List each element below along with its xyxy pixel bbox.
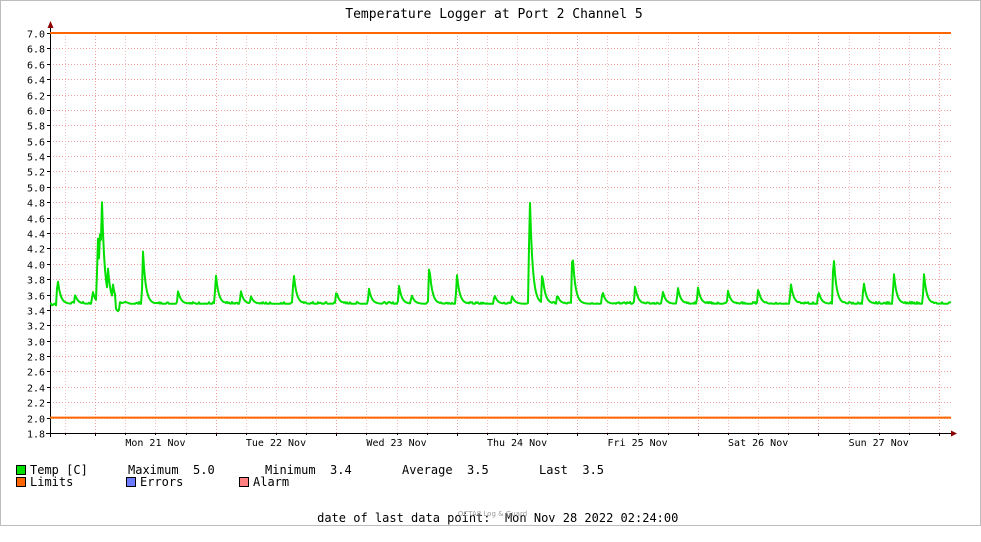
errors-swatch <box>126 477 136 487</box>
y-tick-label: 3.6 <box>27 292 45 303</box>
x-tick-label: Fri 25 Nov <box>607 438 667 449</box>
legend-row-status: Limits Errors Alarm <box>16 476 289 489</box>
last-label: Last <box>539 463 568 477</box>
y-tick-label: 6.0 <box>27 107 45 118</box>
y-tick-label: 4.2 <box>27 245 45 256</box>
legend-last: Last 3.5 <box>539 464 604 477</box>
legend-item-errors: Errors <box>126 476 183 489</box>
average-value: 3.5 <box>467 463 489 477</box>
chart-svg: Temperature Logger at Port 2 Channel 5 7… <box>27 7 957 449</box>
minimum-value: 3.4 <box>330 463 352 477</box>
x-tick-label: Sat 26 Nov <box>728 438 788 449</box>
average-label: Average <box>402 463 453 477</box>
y-tick-label: 2.2 <box>27 399 45 410</box>
x-tick-label: Wed 23 Nov <box>366 438 426 449</box>
y-tick-label: 4.4 <box>27 230 45 241</box>
legend-item-limits: Limits <box>16 476 73 489</box>
legend-minimum: Minimum 3.4 <box>265 464 352 477</box>
legend-row-temp: Temp [C] Maximum 5.0 Minimum 3.4 Average… <box>16 464 604 477</box>
legend-errors-label: Errors <box>140 475 184 489</box>
temp-swatch <box>16 465 26 475</box>
last-value: 3.5 <box>582 463 605 477</box>
legend-maximum: Maximum 5.0 <box>128 464 215 477</box>
axis-layer: 7.0 6.8 6.6 6.4 6.2 6.0 5.8 5.6 5.4 5.2 5.0 4.8 4.6 4… <box>27 21 957 449</box>
legend-average: Average 3.5 <box>402 464 489 477</box>
minimum-label: Minimum <box>265 463 316 477</box>
y-tick-label: 2.4 <box>27 384 45 395</box>
y-tick-label: 5.4 <box>27 153 45 164</box>
series-line-temp <box>49 201 952 313</box>
last-point-value: Mon Nov 28 2022 02:24:00 <box>504 511 679 525</box>
y-tick-label: 6.2 <box>27 92 45 103</box>
limits-layer <box>50 32 951 419</box>
maximum-label: Maximum <box>128 463 179 477</box>
x-tick-label: Tue 22 Nov <box>246 438 306 449</box>
y-tick-label: 3.0 <box>27 338 45 349</box>
x-tick-label: Thu 24 Nov <box>487 438 547 449</box>
y-tick-label: 5.8 <box>27 122 45 133</box>
y-tick-label: 4.6 <box>27 215 45 226</box>
last-point-label: date of last data point: <box>317 511 491 525</box>
legend-item-alarm: Alarm <box>239 476 289 489</box>
y-tick-label: 5.0 <box>27 184 45 195</box>
series-layer <box>49 201 952 313</box>
maximum-value: 5.0 <box>193 463 215 477</box>
y-tick-label: 2.6 <box>27 368 45 379</box>
x-axis-arrow <box>951 430 957 437</box>
last-data-point: date of last data point: Mon Nov 28 2022… <box>0 499 981 525</box>
y-tick-label: 6.4 <box>27 76 45 87</box>
chart-title: Temperature Logger at Port 2 Channel 5 <box>345 7 642 22</box>
y-tick-label: 6.8 <box>27 45 45 56</box>
legend-temp-label: Temp [C] <box>30 463 88 477</box>
y-tick-label: 1.8 <box>27 430 45 441</box>
x-tick-label: Mon 21 Nov <box>125 438 185 449</box>
y-tick-label: 3.8 <box>27 276 45 287</box>
chart-frame <box>0 0 981 526</box>
y-tick-label: 7.0 <box>27 30 45 41</box>
y-tick-label: 3.2 <box>27 322 45 333</box>
credit-text: OCTA8 Log & Guard <box>457 510 528 518</box>
y-tick-label: 5.2 <box>27 168 45 179</box>
y-tick-label: 4.0 <box>27 261 45 272</box>
y-tick-label: 2.8 <box>27 353 45 364</box>
y-tick-label: 5.6 <box>27 138 45 149</box>
y-tick-label: 4.8 <box>27 199 45 210</box>
grid-layer <box>50 33 951 434</box>
x-tick-label: Sun 27 Nov <box>849 438 909 449</box>
legend-limits-label: Limits <box>30 475 74 489</box>
y-tick-label: 2.0 <box>27 415 45 426</box>
limits-swatch <box>16 477 26 487</box>
legend-item-temp: Temp [C] <box>16 464 88 477</box>
alarm-swatch <box>239 477 249 487</box>
y-axis-arrow <box>47 21 54 28</box>
y-tick-label: 3.4 <box>27 307 45 318</box>
legend-alarm-label: Alarm <box>253 475 290 489</box>
y-tick-label: 6.6 <box>27 61 45 72</box>
